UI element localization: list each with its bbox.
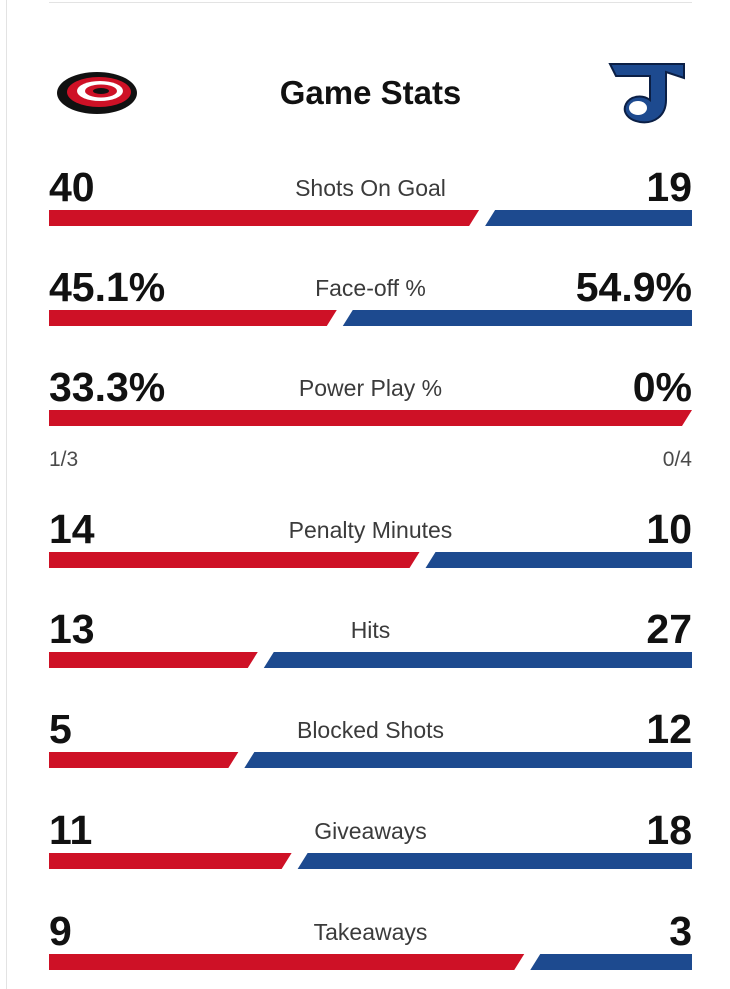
stat-comparison-bar (49, 752, 692, 768)
home-share-bar (49, 853, 292, 869)
stat-row-takeaways: 9 Takeaways 3 (49, 906, 692, 978)
stat-comparison-bar (49, 954, 692, 970)
stat-row-penalty-minutes: 14 Penalty Minutes 10 (49, 504, 692, 576)
stat-comparison-bar (49, 310, 692, 326)
home-stat-value: 40 (49, 164, 95, 210)
stat-label: Blocked Shots (296, 717, 445, 743)
home-share-bar (49, 552, 420, 568)
game-stats-header: Game Stats (49, 58, 692, 130)
home-share-bar (49, 752, 239, 768)
stat-label: Giveaways (314, 818, 427, 844)
stat-label: Hits (350, 617, 391, 643)
stat-label: Face-off % (315, 275, 426, 301)
stat-comparison-bar (49, 652, 692, 668)
home-stat-value: 33.3% (49, 364, 166, 410)
away-stat-value: 27 (646, 606, 692, 652)
away-stat-value: 10 (646, 506, 692, 552)
home-share-bar (49, 210, 480, 226)
stat-row-blocked-shots: 5 Blocked Shots 12 (49, 704, 692, 776)
home-share-bar (49, 652, 258, 668)
stat-row-hits: 13 Hits 27 (49, 604, 692, 676)
home-stat-value: 9 (49, 908, 72, 954)
stat-label: Power Play % (298, 375, 443, 401)
home-stat-value: 45.1% (49, 264, 166, 310)
top-divider (49, 2, 692, 3)
away-stat-detail: 0/4 (662, 448, 692, 471)
stat-label: Shots On Goal (295, 175, 446, 201)
home-stat-value: 5 (49, 706, 72, 752)
stat-row-giveaways: 11 Giveaways 18 (49, 805, 692, 877)
home-share-bar (49, 310, 337, 326)
home-stat-value: 13 (49, 606, 95, 652)
away-stat-value: 18 (646, 807, 692, 853)
stat-row-face-off: 45.1% Face-off % 54.9% (49, 262, 692, 334)
away-stat-value: 12 (646, 706, 692, 752)
away-share-bar (244, 752, 692, 768)
page-title: Game Stats (279, 74, 462, 111)
away-share-bar (297, 853, 692, 869)
away-stat-value: 54.9% (575, 264, 692, 310)
blues-logo (608, 60, 686, 131)
home-stat-detail: 1/3 (49, 448, 79, 471)
stat-comparison-bar (49, 853, 692, 869)
stat-label: Takeaways (313, 919, 428, 945)
stat-row-shots-on-goal: 40 Shots On Goal 19 (49, 162, 692, 234)
away-share-bar (485, 210, 692, 226)
away-stat-value: 0% (632, 364, 692, 410)
away-stat-value: 3 (669, 908, 692, 954)
away-share-bar (425, 552, 692, 568)
away-share-bar (263, 652, 692, 668)
away-share-bar (530, 954, 692, 970)
stat-comparison-bar (49, 552, 692, 568)
hurricanes-logo (55, 68, 139, 123)
home-share-bar (49, 410, 692, 426)
home-stat-value: 11 (49, 807, 93, 853)
home-share-bar (49, 954, 525, 970)
away-share-bar (342, 310, 692, 326)
away-stat-value: 19 (646, 164, 692, 210)
stat-comparison-bar (49, 210, 692, 226)
left-divider (6, 0, 7, 989)
stat-row-power-play: 33.3% Power Play % 0% 1/3 0/4 (49, 362, 692, 471)
home-stat-value: 14 (49, 506, 95, 552)
stat-comparison-bar (49, 410, 692, 426)
stat-label: Penalty Minutes (288, 517, 453, 543)
